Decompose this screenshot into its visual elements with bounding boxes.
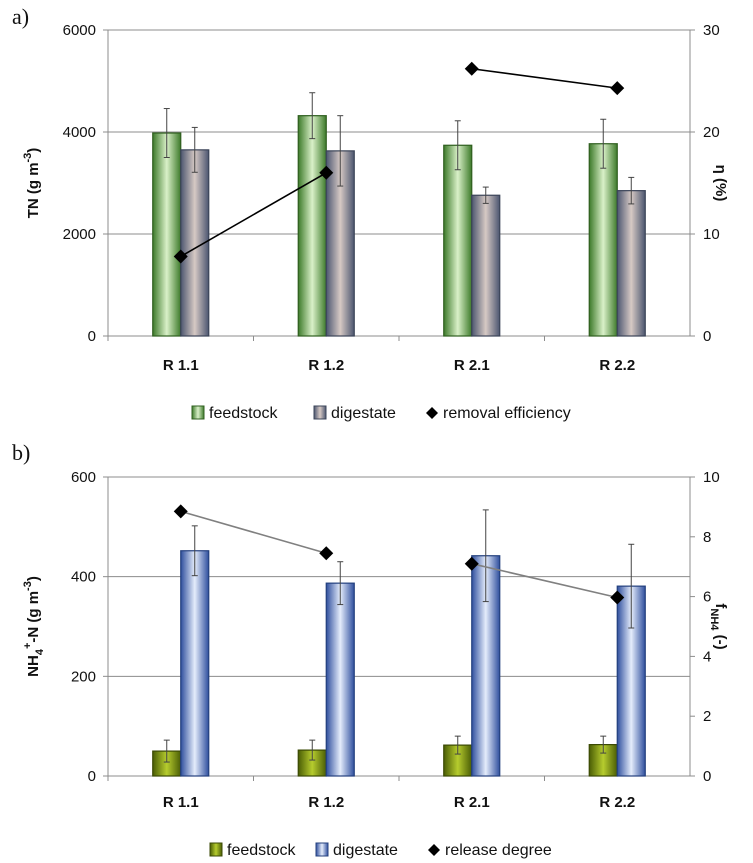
y2-tick-label: 0 — [703, 768, 711, 785]
legend-swatch-feedstock — [209, 842, 223, 857]
bar-digestate — [180, 550, 210, 777]
bar-feedstock — [297, 115, 327, 337]
y-tick-label: 0 — [88, 328, 96, 345]
legend-label-removal-efficiency: removal efficiency — [443, 405, 571, 422]
y-axis-label-part: TN (g m — [25, 162, 42, 218]
y2-tick-label: 4 — [703, 648, 711, 665]
y2-axis-label-part: f — [712, 603, 729, 609]
marker-removal-efficiency — [610, 81, 625, 96]
y2-tick-label: 10 — [703, 226, 720, 243]
legend-marker-release-degree — [428, 844, 440, 856]
y-axis-label-sup: -3 — [22, 153, 34, 163]
bar-digestate — [471, 194, 501, 337]
marker-removal-efficiency — [464, 61, 479, 76]
bar-feedstock — [152, 132, 182, 337]
x-category-label: R 1.1 — [163, 794, 199, 811]
legend-label-feedstock: feedstock — [209, 405, 278, 422]
x-category-label: R 2.1 — [454, 357, 490, 374]
bar-digestate — [616, 190, 646, 337]
line-segment-release-degree — [180, 510, 327, 555]
y-axis-label: TN (g m-3) — [22, 148, 42, 219]
marker-removal-efficiency — [319, 165, 334, 180]
y2-tick-label: 10 — [703, 469, 720, 486]
y2-tick-label: 8 — [703, 529, 711, 546]
y-tick-label: 6000 — [63, 22, 96, 39]
y2-axis-label-part: (-) — [712, 630, 729, 649]
y-tick-label: 4000 — [63, 124, 96, 141]
y2-tick-label: 6 — [703, 589, 711, 606]
y-axis-label-sub: 4 — [34, 648, 46, 655]
bar-feedstock — [588, 143, 618, 337]
legend-label-release-degree: release degree — [445, 842, 552, 859]
bar-digestate — [325, 150, 355, 337]
marker-release-degree — [464, 556, 479, 571]
legend-swatch-digestate — [315, 842, 329, 857]
legend-label-feedstock: feedstock — [227, 842, 296, 859]
y-tick-label: 600 — [71, 469, 96, 486]
y-tick-label: 2000 — [63, 226, 96, 243]
y-axis-label-part: ) — [25, 148, 42, 153]
y-axis-label: NH4+-N (g m-3) — [22, 576, 46, 677]
y2-axis-label-sub: NH4 — [708, 608, 720, 631]
x-category-label: R 2.2 — [599, 794, 635, 811]
line-segment-removal-efficiency — [180, 172, 327, 258]
y2-axis-label: η (%) — [712, 165, 729, 202]
y-axis-label-sup: + — [22, 643, 34, 649]
x-category-label: R 1.2 — [308, 794, 344, 811]
y-axis-label-part: ) — [25, 576, 42, 581]
legend-swatch-feedstock — [191, 405, 205, 420]
x-category-label: R 1.1 — [163, 357, 199, 374]
panel-b-label: b) — [12, 440, 30, 465]
marker-removal-efficiency — [173, 249, 188, 264]
bar-digestate — [325, 582, 355, 777]
bar-feedstock — [443, 144, 473, 337]
y-tick-label: 400 — [71, 569, 96, 586]
y-axis-label-part: -N (g m — [25, 591, 42, 643]
x-category-label: R 2.2 — [599, 357, 635, 374]
marker-release-degree — [610, 590, 625, 605]
legend-label-digestate: digestate — [333, 842, 398, 859]
line-segment-release-degree — [471, 562, 618, 599]
y-axis-label-part: NH — [25, 655, 42, 677]
y2-tick-label: 2 — [703, 708, 711, 725]
y2-tick-label: 0 — [703, 328, 711, 345]
x-category-label: R 2.1 — [454, 794, 490, 811]
y-axis-label-sup: -3 — [22, 581, 34, 591]
legend-marker-removal-efficiency — [426, 407, 438, 419]
y2-tick-label: 20 — [703, 124, 720, 141]
marker-release-degree — [319, 546, 334, 561]
y2-axis-label-part: η (%) — [712, 165, 729, 202]
line-segment-removal-efficiency — [471, 67, 618, 89]
panel-a-label: a) — [12, 4, 29, 29]
y-tick-label: 0 — [88, 768, 96, 785]
y-tick-label: 200 — [71, 668, 96, 685]
y2-axis-label: fNH4 (-) — [708, 603, 729, 649]
panel-a-chart: 0 2000 4000 6000 0 10 20 30 R 1.1 R 1.2 R 2.1 R 2.2… — [22, 22, 729, 422]
y2-tick-label: 30 — [703, 22, 720, 39]
legend-label-digestate: digestate — [331, 405, 396, 422]
marker-release-degree — [173, 504, 188, 519]
legend-swatch-digestate — [313, 405, 327, 420]
x-category-label: R 1.2 — [308, 357, 344, 374]
